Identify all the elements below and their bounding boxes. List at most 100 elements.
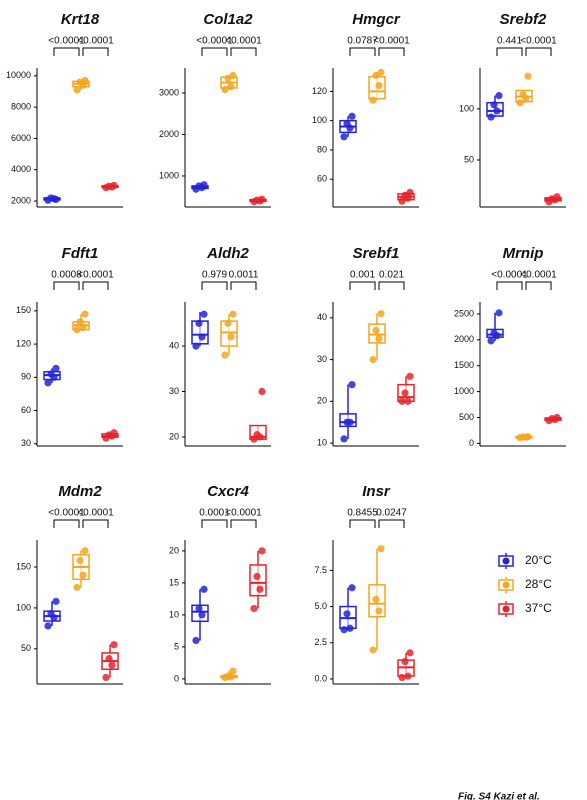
panel-title: Aldh2	[206, 245, 249, 262]
p-value: <0.0001	[77, 36, 114, 47]
point	[258, 547, 266, 555]
p-value: 0.0001	[199, 508, 230, 519]
y-tick-label: 150	[16, 305, 31, 315]
p-value: 0.979	[202, 270, 227, 281]
y-tick-label: 6000	[11, 133, 31, 143]
panel: Fdft1 30 60 90 120 150 0.0008<0.0001	[16, 245, 123, 448]
point	[377, 545, 385, 553]
point	[406, 649, 414, 657]
panel: Mdm2 50 100 150 <0.0001<0.0001	[16, 483, 123, 685]
comparison-bracket	[525, 281, 552, 290]
comparison-bracket	[349, 281, 376, 290]
point	[398, 197, 406, 205]
comparison-bracket	[496, 47, 523, 56]
legend-point	[502, 581, 510, 589]
panel: Aldh2 20 30 40 0.979 0.0011	[169, 245, 271, 447]
y-tick-label: 40	[317, 312, 327, 322]
y-tick-label: 10000	[6, 70, 31, 80]
panel: Hmgcr 60 80 100 120 0.0787<0.0001	[312, 11, 419, 208]
point	[340, 626, 348, 634]
point	[340, 435, 348, 443]
point	[553, 413, 561, 422]
y-tick-label: 50	[464, 154, 474, 164]
y-tick-label: 15	[169, 577, 179, 587]
y-tick-label: 20	[317, 396, 327, 406]
panel-title: Mrnip	[503, 245, 544, 262]
point	[524, 433, 532, 441]
legend-label: 37°C	[525, 601, 552, 615]
point	[47, 610, 55, 618]
y-tick-label: 80	[317, 144, 327, 154]
point	[258, 195, 266, 203]
point	[495, 309, 503, 317]
y-tick-label: 3000	[159, 87, 179, 97]
p-value: <0.0001	[77, 508, 114, 519]
p-value: <0.0001	[77, 270, 114, 281]
point	[487, 337, 495, 345]
comparison-bracket	[378, 519, 405, 528]
point	[253, 431, 261, 439]
point	[227, 333, 235, 341]
comparison-bracket	[82, 47, 109, 56]
panel-title: Col1a2	[203, 11, 253, 28]
point	[221, 351, 229, 359]
y-tick-label: 120	[312, 86, 327, 96]
point	[553, 193, 561, 201]
panel-title: Fdft1	[62, 245, 99, 262]
y-tick-label: 100	[459, 103, 474, 113]
comparison-bracket	[82, 281, 109, 290]
p-value: <0.0001	[520, 36, 557, 47]
point	[401, 657, 409, 666]
point	[495, 91, 503, 100]
comparison-bracket	[201, 281, 228, 290]
panel: Col1a2 1000 2000 3000 <0.0001<0.0001	[159, 11, 271, 208]
legend-point	[502, 605, 510, 613]
p-value: 0.0011	[229, 270, 259, 281]
point	[76, 318, 84, 326]
comparison-bracket	[378, 47, 405, 56]
point	[192, 636, 200, 645]
point	[369, 96, 377, 104]
panel-title: Hmgcr	[352, 11, 401, 28]
point	[253, 572, 261, 581]
point	[195, 604, 203, 613]
comparison-bracket	[378, 281, 405, 290]
point	[519, 90, 527, 99]
p-value: <0.0001	[491, 270, 528, 281]
point	[516, 99, 524, 107]
p-value: <0.0001	[225, 36, 262, 47]
comparison-bracket	[201, 47, 228, 56]
panel-title: Insr	[362, 483, 391, 500]
point	[198, 611, 206, 619]
comparison-bracket	[53, 47, 80, 56]
point	[73, 583, 81, 592]
y-tick-label: 7.5	[314, 565, 327, 575]
legend-label: 28°C	[525, 577, 552, 591]
y-tick-label: 2000	[11, 195, 31, 205]
panel-title: Srebf1	[353, 245, 400, 262]
p-value: <0.0001	[520, 270, 557, 281]
p-value: 0.8455	[347, 508, 378, 519]
comparison-bracket	[349, 47, 376, 56]
y-tick-label: 20	[169, 545, 179, 555]
comparison-bracket	[230, 281, 257, 290]
point	[108, 661, 116, 669]
comparison-bracket	[349, 519, 376, 528]
y-tick-label: 30	[21, 438, 31, 448]
p-value: <0.0001	[48, 36, 85, 47]
p-value: 0.0787	[347, 36, 378, 47]
point	[348, 584, 356, 592]
comparison-bracket	[525, 47, 552, 56]
y-tick-label: 60	[317, 174, 327, 184]
panel-title: Mdm2	[58, 483, 102, 500]
point	[73, 326, 81, 334]
point	[192, 342, 200, 350]
point	[372, 595, 380, 603]
p-value: 0.0247	[376, 508, 407, 519]
point	[52, 195, 60, 204]
point	[221, 85, 229, 94]
point	[200, 310, 208, 318]
panel-title: Cxcr4	[207, 483, 249, 500]
